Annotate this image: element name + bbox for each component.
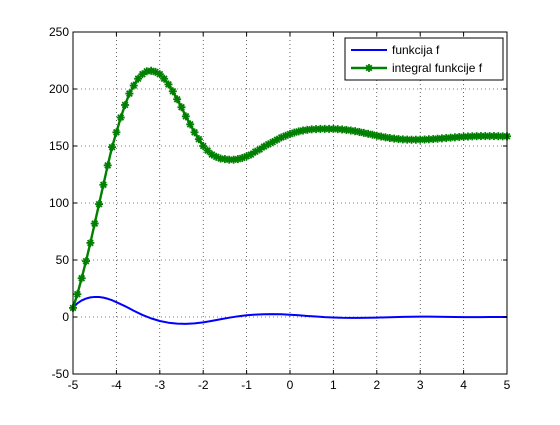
series-2-point [116,113,125,122]
series-2-point [173,95,182,104]
x-tick-label: -3 [154,378,165,392]
series-2-point [121,100,130,109]
y-tick-label: 250 [49,25,69,39]
series-2-point [90,219,99,228]
x-tick-label: 4 [460,378,467,392]
x-tick-label: 2 [373,378,380,392]
x-tick-label: 3 [417,378,424,392]
series-2-point [160,74,169,83]
series-2-point [99,180,108,189]
series-2-point [186,120,195,129]
x-tick-label: -2 [198,378,209,392]
series-2-point [82,257,91,266]
x-tick-label: -4 [111,378,122,392]
x-tick-label: 0 [287,378,294,392]
series-line-1 [72,295,507,325]
series-2-point [155,70,164,79]
x-tick-label: -5 [68,378,79,392]
x-tick-label: -1 [241,378,252,392]
grid-layer [73,32,507,374]
series-2-point [129,81,138,90]
series-2-point [112,128,121,137]
series-2-point [164,80,173,89]
y-tick-label: 0 [62,310,69,324]
series-2-point [181,112,190,121]
y-tick-label: 50 [56,253,70,267]
y-tick-label: 100 [49,196,69,210]
series-2-point [95,200,104,209]
legend-label-1: funkcija f [392,43,440,57]
series-2-point [351,127,360,136]
series-2-point [255,145,264,154]
series-2-point [190,128,199,137]
y-tick-label: 200 [49,82,69,96]
series-2-point [103,161,112,170]
series-2-point [194,135,203,144]
x-tick-label: 1 [330,378,337,392]
x-tick-label: 5 [504,378,511,392]
series-2-point [125,89,134,98]
y-tick-label: -50 [52,367,70,381]
y-tick-label: 150 [49,139,69,153]
series-2-point [77,274,86,283]
series-2-point [168,87,177,96]
legend-box [344,37,504,81]
series-2-point [177,103,186,112]
legend-label-2: integral funkcije f [392,61,483,75]
series-2-point [246,150,255,159]
legend: funkcija f integral funkcije f [344,37,504,81]
tick-layer: -5 -4 -3 -2 -1 0 1 2 3 4 5 -50 0 50 100 150 200 250 [49,25,511,392]
series-2-point [108,143,117,152]
series-2-point [73,290,82,299]
legend-marker-2 [365,64,373,72]
series-2-point [86,238,95,247]
